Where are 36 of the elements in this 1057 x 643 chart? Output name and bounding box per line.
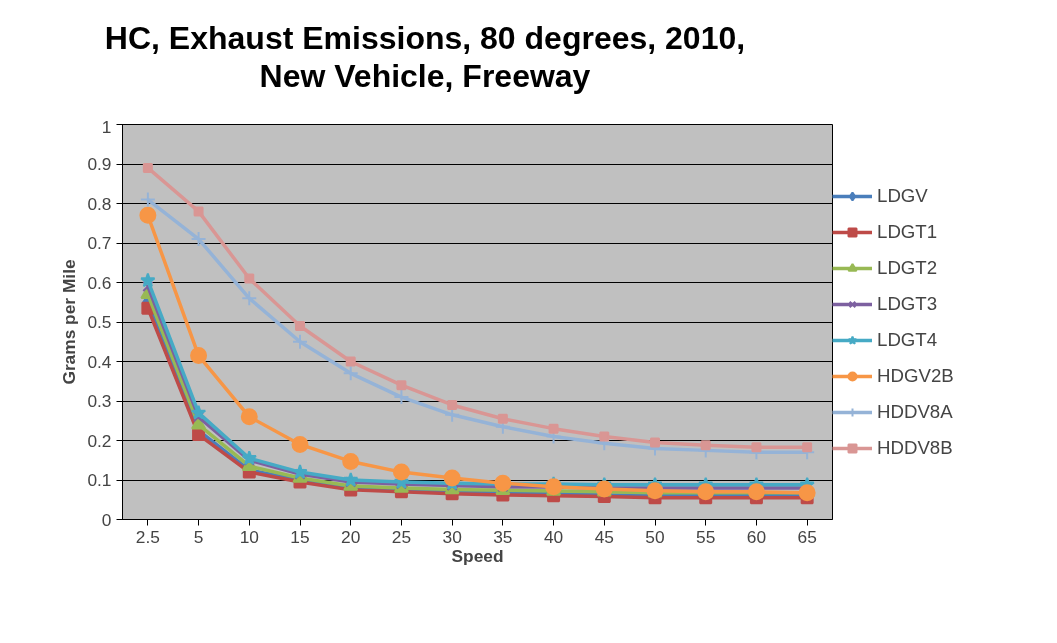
y-tick-label: 0.1 xyxy=(87,470,112,490)
x-tick-label: 25 xyxy=(391,526,412,547)
x-tick-label: 35 xyxy=(493,526,513,547)
x-tick-label: 50 xyxy=(645,526,665,547)
y-axis-title: Grams per Mile xyxy=(59,259,80,385)
legend-label: LDGT1 xyxy=(877,220,939,243)
x-tick-label: 45 xyxy=(594,526,614,547)
x-tick-label: 20 xyxy=(341,526,361,547)
x-tick-label: 40 xyxy=(543,526,564,547)
legend-label: LDGT2 xyxy=(877,256,939,279)
x-tick-label: 10 xyxy=(239,526,259,547)
legend-label: LDGT4 xyxy=(877,328,939,351)
y-tick-label: 0.7 xyxy=(87,233,112,253)
legend-label: HDGV2B xyxy=(877,364,955,387)
y-tick-label: 0.5 xyxy=(87,312,112,332)
y-tick-label: 0.2 xyxy=(87,430,112,451)
y-tick-label: 0.3 xyxy=(87,391,112,411)
y-tick-label: 0.4 xyxy=(87,351,112,372)
y-tick-label: 1 xyxy=(101,116,112,137)
x-tick-label: 5 xyxy=(193,526,204,547)
x-tick-label: 30 xyxy=(442,526,462,547)
x-tick-label: 60 xyxy=(746,526,767,547)
y-tick-label: 0.6 xyxy=(87,272,112,293)
x-tick-label: 65 xyxy=(797,526,817,547)
x-tick-label: 2.5 xyxy=(135,526,160,547)
x-tick-label: 15 xyxy=(290,526,310,547)
legend-label: LDGV xyxy=(877,184,929,207)
legend-label: HDDV8A xyxy=(877,400,954,423)
y-tick-label: 0.9 xyxy=(87,154,112,174)
legend-label: LDGT3 xyxy=(877,292,939,315)
x-axis-title: Speed xyxy=(451,545,504,566)
chart-title: HC, Exhaust Emissions, 80 degrees, 2010, New Vehicle, Freeway xyxy=(104,19,746,96)
y-tick-label: 0.8 xyxy=(87,193,112,214)
x-tick-label: 55 xyxy=(696,526,716,547)
y-tick-label: 0 xyxy=(101,509,112,530)
legend-label: HDDV8B xyxy=(877,436,954,459)
